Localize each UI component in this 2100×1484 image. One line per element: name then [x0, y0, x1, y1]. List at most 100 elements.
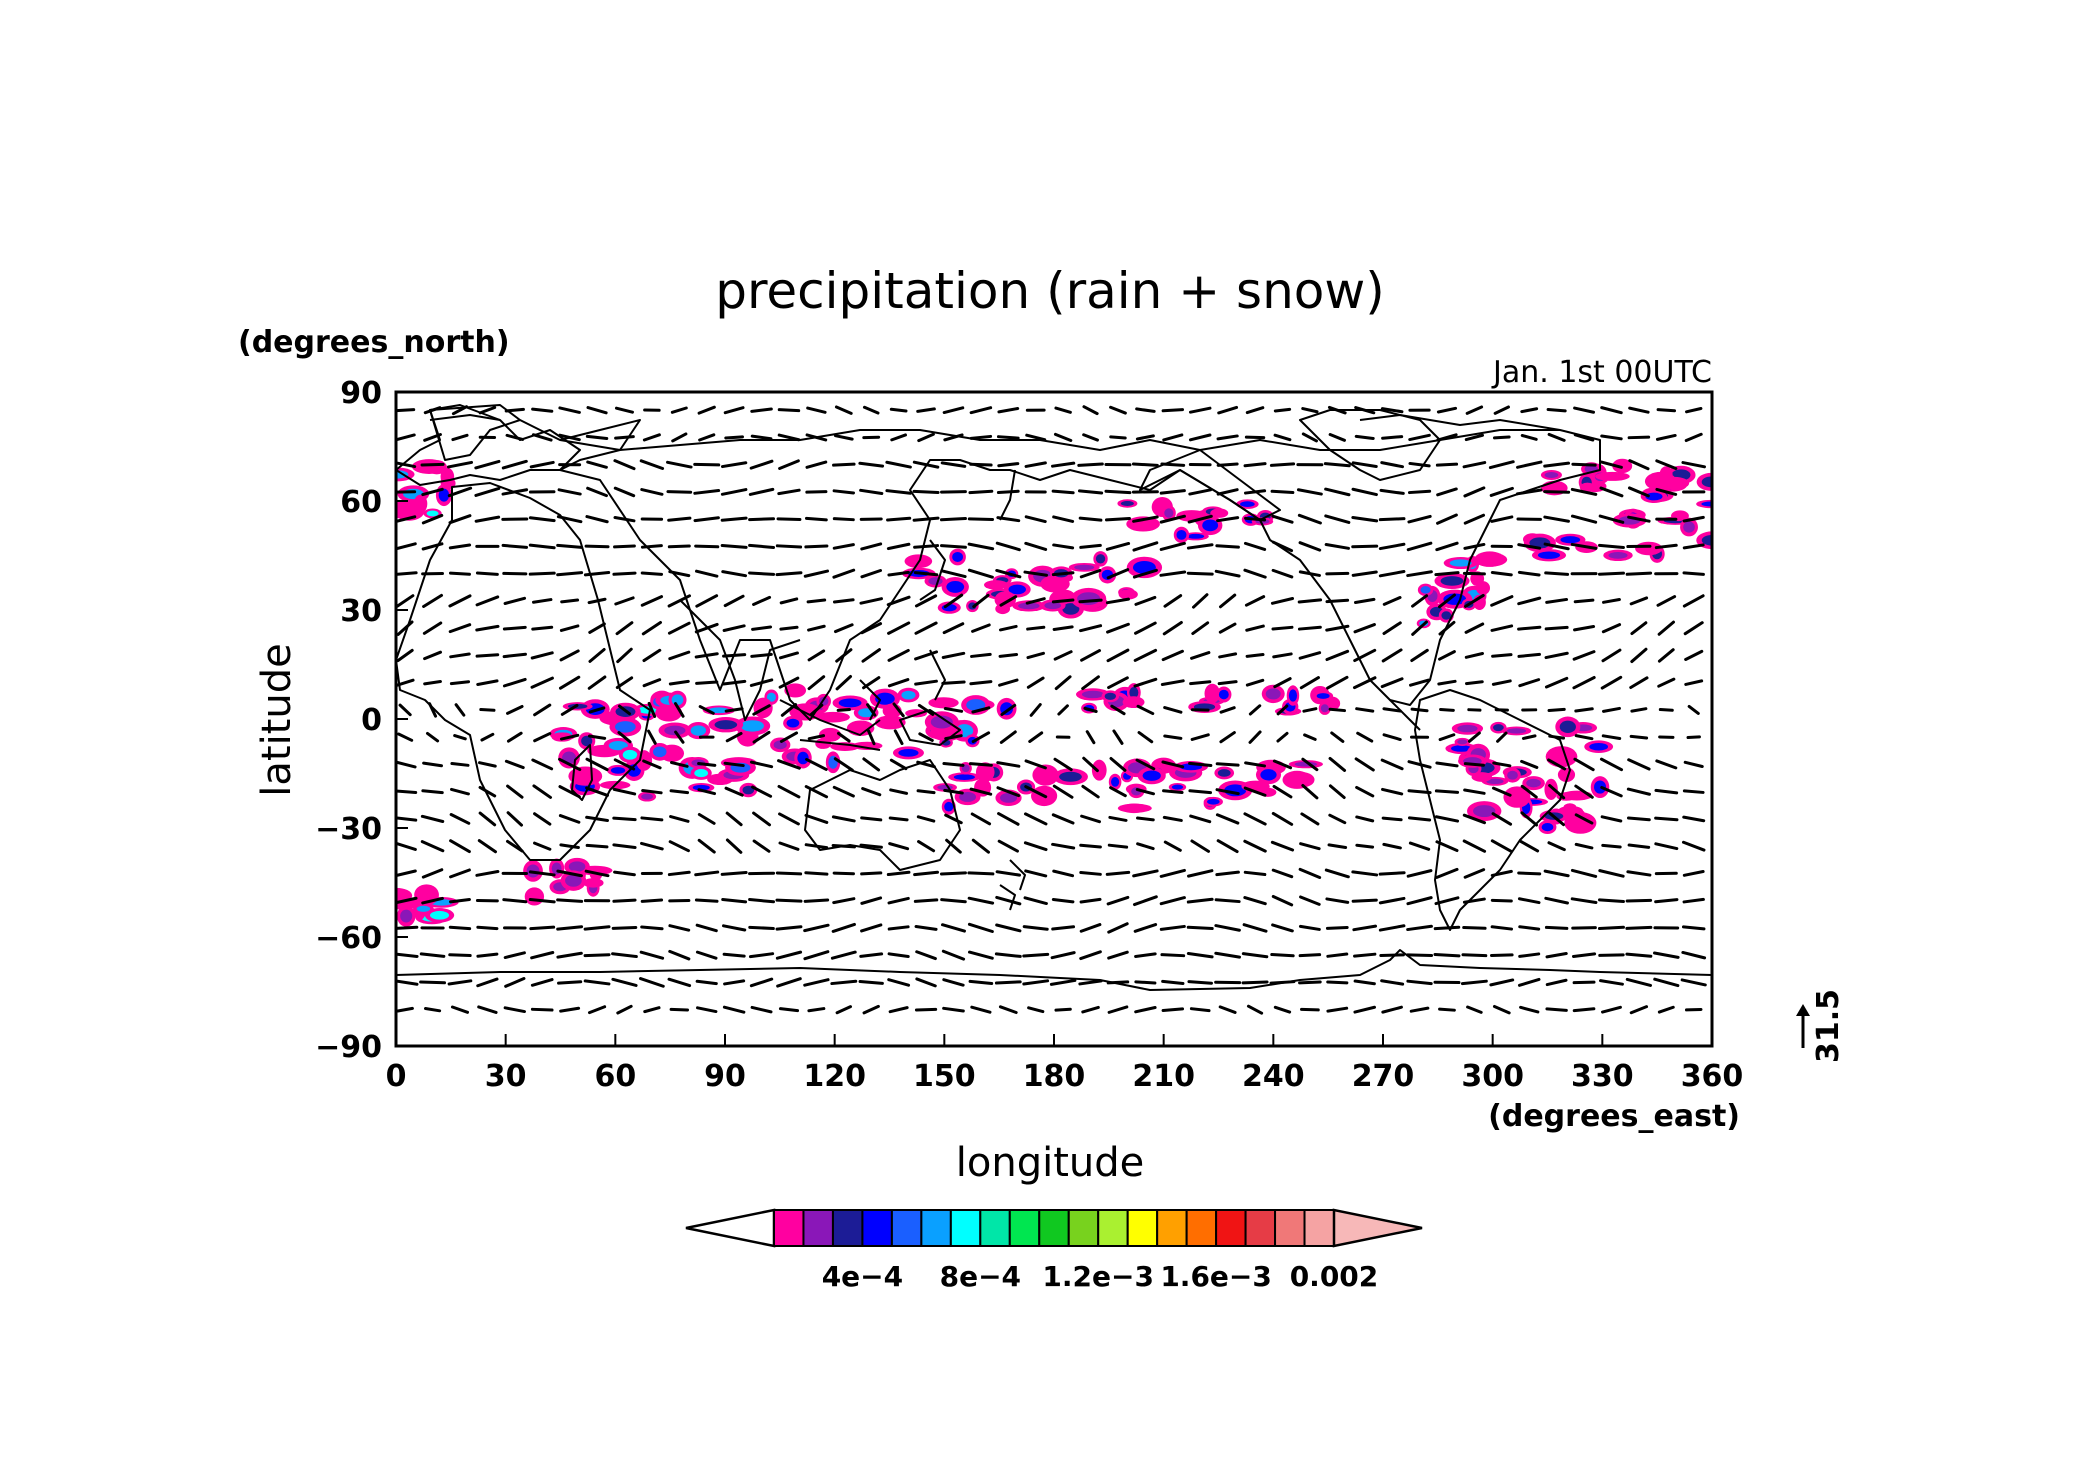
wind-vector — [396, 620, 414, 636]
y-tick-marks — [396, 391, 408, 1047]
wind-vector — [805, 460, 828, 469]
wind-vector — [1162, 621, 1183, 636]
wind-vector — [942, 978, 965, 987]
wind-vector — [995, 923, 1022, 933]
wind-vector — [1217, 405, 1239, 415]
wind-vector — [587, 734, 607, 740]
wind-vector — [996, 516, 1021, 523]
wind-vector — [419, 980, 446, 985]
wind-vector — [503, 1006, 526, 1014]
wind-vector — [1298, 953, 1322, 958]
wind-vector — [1354, 434, 1375, 440]
precip-cell-core — [1507, 770, 1518, 780]
wind-vector — [888, 842, 910, 851]
wind-vector — [698, 705, 715, 715]
wind-vector — [1407, 514, 1432, 524]
wind-vector — [1244, 595, 1266, 607]
wind-vector — [776, 517, 802, 522]
wind-vector — [1299, 895, 1321, 906]
wind-vector — [778, 651, 799, 660]
coast-arctic — [429, 414, 1561, 431]
wind-vector — [1303, 733, 1317, 741]
wind-vector — [1464, 651, 1484, 659]
wind-vector — [970, 652, 992, 658]
wind-vector — [805, 433, 828, 442]
wind-vector — [1601, 734, 1622, 741]
wind-vector — [1271, 894, 1294, 907]
wind-vector — [940, 923, 966, 933]
wind-vector — [968, 979, 994, 985]
wind-vector — [1658, 708, 1674, 712]
precip-cell-core — [1544, 472, 1559, 478]
wind-vector — [1271, 540, 1294, 553]
wind-vector — [1682, 515, 1705, 523]
precip-cell-core — [966, 699, 986, 711]
colorbar-swatch — [861, 1209, 893, 1247]
wind-vector — [1572, 675, 1596, 690]
wind-vector — [722, 653, 747, 658]
wind-vector — [1517, 977, 1541, 987]
wind-vector — [1135, 816, 1155, 822]
wind-vector — [778, 459, 800, 470]
wind-vector — [1219, 731, 1236, 744]
wind-vector — [862, 676, 881, 690]
wind-vector — [668, 840, 690, 853]
wind-vector — [1133, 648, 1158, 662]
wind-vector — [1682, 543, 1705, 550]
wind-vector — [1681, 461, 1706, 469]
wind-vector — [397, 732, 414, 742]
wind-vector — [396, 841, 417, 851]
wind-vector — [695, 979, 718, 986]
wind-vector — [1545, 978, 1568, 987]
wind-vector — [832, 462, 856, 467]
wind-vector — [1490, 570, 1513, 577]
coast-africa — [396, 482, 651, 861]
precip-cell — [1659, 466, 1673, 483]
wind-vector — [425, 731, 440, 743]
wind-vector — [1191, 593, 1209, 609]
wind-vector — [529, 460, 555, 469]
wind-vector — [531, 433, 553, 442]
wind-vector — [999, 730, 1017, 744]
wind-vector — [886, 595, 911, 607]
wind-vector — [533, 703, 552, 717]
wind-vector — [1597, 925, 1625, 931]
precip-cell — [568, 766, 603, 786]
wind-vector — [1519, 1005, 1540, 1014]
precip-cell — [994, 591, 1017, 609]
wind-vector — [1378, 924, 1406, 932]
coast-central-america — [1389, 699, 1421, 731]
precip-cell-core — [1506, 728, 1527, 734]
wind-vector — [558, 406, 581, 414]
colorbar-tick-label: 4e−4 — [822, 1260, 903, 1293]
wind-vector — [1132, 515, 1159, 523]
wind-vector — [1132, 568, 1158, 579]
wind-vector — [860, 896, 883, 905]
wind-vector — [1134, 952, 1157, 958]
wind-vector — [1050, 951, 1076, 960]
wind-vector — [862, 405, 880, 415]
wind-vector — [476, 679, 499, 686]
wind-vector — [887, 648, 910, 662]
precip-cell-core — [1074, 564, 1095, 570]
wind-vector — [1132, 541, 1159, 552]
wind-vector — [1328, 756, 1347, 772]
wind-vector — [505, 433, 525, 441]
wind-vector — [807, 624, 826, 632]
wind-vector — [560, 598, 580, 604]
wind-vector — [1492, 435, 1511, 440]
wind-vector — [750, 1005, 773, 1014]
wind-vector — [1109, 435, 1127, 440]
precip-cell-core — [1486, 778, 1504, 785]
wind-vector — [1602, 706, 1621, 713]
precip-cell-core — [1526, 778, 1541, 788]
precip-cell-core — [1420, 586, 1431, 594]
wind-vector — [531, 625, 554, 631]
wind-vector — [396, 678, 415, 687]
wind-vector — [805, 490, 828, 494]
wind-vector — [1216, 462, 1239, 467]
wind-vector — [1029, 703, 1042, 717]
wind-vector — [887, 678, 910, 688]
wind-vector — [642, 433, 661, 442]
wind-vector — [560, 703, 579, 716]
